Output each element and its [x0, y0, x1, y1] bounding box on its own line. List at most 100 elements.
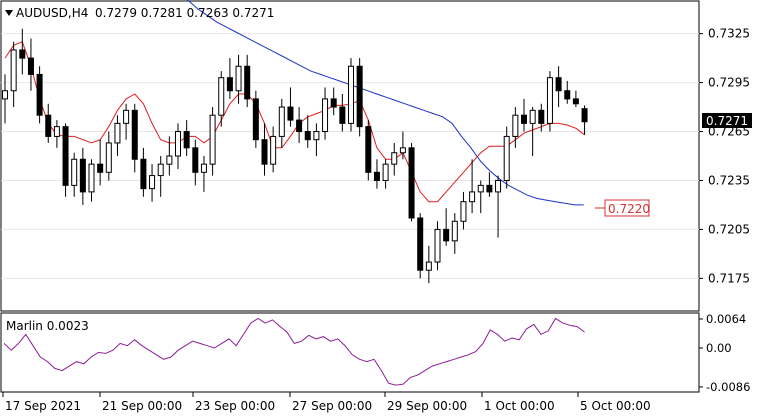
- candle-bullish: [477, 184, 484, 193]
- candle-bullish: [10, 49, 17, 92]
- candle-bearish: [572, 98, 579, 105]
- candle-bullish: [512, 114, 519, 137]
- ma-blue-label-box: [604, 199, 650, 217]
- candle-bearish: [261, 139, 268, 165]
- indicator-name: Marlin 0.0023: [6, 319, 89, 333]
- candle-bullish: [157, 163, 164, 177]
- price-tick-label: 0.7325: [708, 27, 750, 41]
- candle-bearish: [486, 184, 493, 193]
- candle-bullish: [469, 191, 476, 203]
- price-tick-label: 0.7175: [708, 271, 750, 285]
- time-tick-label: 23 Sep 00:00: [195, 399, 275, 413]
- symbol-dropdown-icon[interactable]: [5, 10, 13, 16]
- candle-bearish: [555, 77, 562, 92]
- moving-average-red: [4, 41, 585, 203]
- candle-bullish: [399, 147, 406, 154]
- ma-blue-line: [186, 0, 584, 206]
- candle-bullish: [209, 114, 216, 165]
- candle-bullish: [425, 261, 432, 271]
- candle-bullish: [451, 220, 458, 242]
- marlin-indicator-line: [3, 317, 585, 386]
- time-axis: 17 Sep 2021 21 Sep 00:00 23 Sep 00:00 27 Se…: [2, 392, 651, 413]
- moving-average-blue: [186, 0, 584, 206]
- candle-bullish: [348, 65, 354, 124]
- indicator-tick-label: 0.00: [706, 341, 732, 355]
- candle-bearish: [356, 65, 363, 128]
- time-tick-label: 29 Sep 00:00: [387, 399, 467, 413]
- time-tick-label: 5 Oct 00:00: [580, 399, 651, 413]
- indicator-tick-label: 0.0064: [706, 312, 746, 326]
- candle-bearish: [97, 163, 104, 173]
- candle-bullish: [2, 90, 8, 100]
- candle-bullish: [460, 201, 467, 222]
- candle-bullish: [88, 163, 95, 193]
- candle-bearish: [62, 126, 69, 186]
- candle-bearish: [330, 98, 337, 108]
- candle-bearish: [373, 171, 380, 181]
- candle-bullish: [495, 179, 502, 193]
- candle-bullish: [123, 109, 130, 124]
- candle-bullish: [149, 175, 156, 190]
- candle-bearish: [339, 106, 346, 124]
- candle-bearish: [252, 98, 259, 141]
- candle-bullish: [382, 163, 389, 181]
- symbol-label: AUDUSD,H4: [16, 6, 88, 20]
- candle-bearish: [36, 73, 43, 116]
- candle-bearish: [287, 106, 294, 121]
- candle-bullish: [278, 106, 285, 137]
- candle-bullish: [434, 228, 441, 263]
- candle-bullish: [200, 163, 207, 173]
- candle-bullish: [546, 77, 553, 124]
- candle-bearish: [521, 114, 527, 124]
- candle-bullish: [71, 158, 78, 186]
- candle-bullish: [105, 142, 112, 173]
- candle-bearish: [365, 126, 372, 173]
- time-tick-label: 27 Sep 00:00: [292, 399, 372, 413]
- candle-bearish: [140, 158, 147, 190]
- candle-bearish: [79, 158, 86, 193]
- candle-bullish: [313, 131, 320, 141]
- candle-bullish: [166, 155, 173, 165]
- candle-bullish: [53, 126, 60, 137]
- price-tick-label: 0.7295: [708, 76, 750, 90]
- candle-bullish: [529, 109, 536, 124]
- ohlc-values: 0.7279 0.7281 0.7263 0.7271: [95, 6, 274, 20]
- indicator-axis: 0.0064 0.00 -0.0086: [699, 312, 750, 394]
- candle-bearish: [226, 77, 233, 92]
- candle-bearish: [538, 109, 545, 124]
- candle-bullish: [114, 122, 121, 144]
- price-tick-label: 0.7235: [708, 173, 750, 187]
- candle-bearish: [417, 217, 424, 271]
- candle-bearish: [408, 147, 415, 219]
- price-axis: 0.7325 0.7295 0.7265 0.7235 0.7205 0.7175: [699, 27, 750, 285]
- candlesticks: [2, 28, 588, 284]
- time-tick-label: 17 Sep 2021: [5, 399, 81, 413]
- candle-bearish: [183, 131, 190, 149]
- candle-bullish: [270, 135, 277, 165]
- time-tick-label: 21 Sep 00:00: [102, 399, 182, 413]
- candle-bullish: [218, 77, 225, 116]
- candle-bearish: [27, 57, 34, 75]
- candle-bullish: [235, 65, 242, 92]
- candle-bullish: [175, 131, 181, 157]
- ma-red-line: [4, 41, 585, 203]
- candle-bearish: [304, 131, 311, 141]
- candle-bearish: [45, 114, 52, 137]
- candle-bearish: [564, 90, 571, 100]
- candle-bearish: [244, 65, 251, 100]
- candle-bearish: [581, 108, 588, 123]
- ma-blue-label-value: 0.7220: [608, 202, 650, 216]
- candle-bullish: [391, 152, 398, 165]
- candle-bearish: [131, 109, 138, 160]
- time-tick-label: 1 Oct 00:00: [484, 399, 555, 413]
- candle-bullish: [503, 135, 510, 181]
- candle-bearish: [296, 119, 303, 133]
- candle-bearish: [443, 228, 450, 242]
- main-plot-frame: [0, 0, 700, 312]
- price-tick-label: 0.7205: [708, 222, 750, 236]
- candle-bearish: [19, 49, 26, 59]
- current-price-value: 0.7271: [706, 114, 748, 128]
- candle-bearish: [192, 147, 199, 173]
- candle-bullish: [322, 98, 329, 133]
